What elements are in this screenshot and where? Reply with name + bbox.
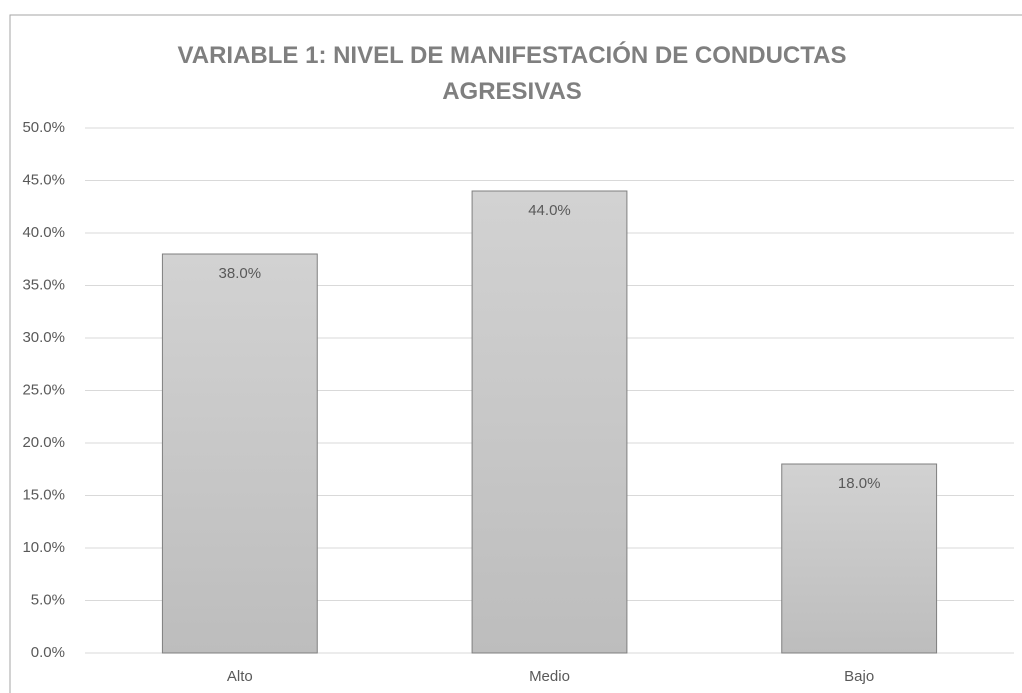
- data-label: 44.0%: [528, 202, 571, 219]
- bar: [471, 190, 628, 654]
- y-tick-label: 15.0%: [22, 486, 65, 503]
- data-label: 38.0%: [219, 265, 262, 282]
- x-tick-label: Medio: [529, 668, 570, 685]
- bar: [161, 253, 318, 654]
- y-tick-label: 50.0%: [22, 119, 65, 136]
- y-tick-label: 25.0%: [22, 381, 65, 398]
- y-tick-label: 30.0%: [22, 329, 65, 346]
- y-tick-label: 10.0%: [22, 539, 65, 556]
- bar: [781, 463, 938, 654]
- chart-title: VARIABLE 1: NIVEL DE MANIFESTACIÓN DE CO…: [177, 42, 847, 105]
- y-tick-label: 20.0%: [22, 434, 65, 451]
- y-tick-label: 40.0%: [22, 224, 65, 241]
- y-tick-label: 35.0%: [22, 276, 65, 293]
- y-tick-label: 45.0%: [22, 171, 65, 188]
- x-tick-label: Bajo: [844, 668, 874, 685]
- y-tick-label: 0.0%: [31, 644, 65, 661]
- y-tick-label: 5.0%: [31, 591, 65, 608]
- x-tick-label: Alto: [227, 668, 253, 685]
- chart-frame: [9, 14, 1022, 693]
- data-label: 18.0%: [838, 475, 881, 492]
